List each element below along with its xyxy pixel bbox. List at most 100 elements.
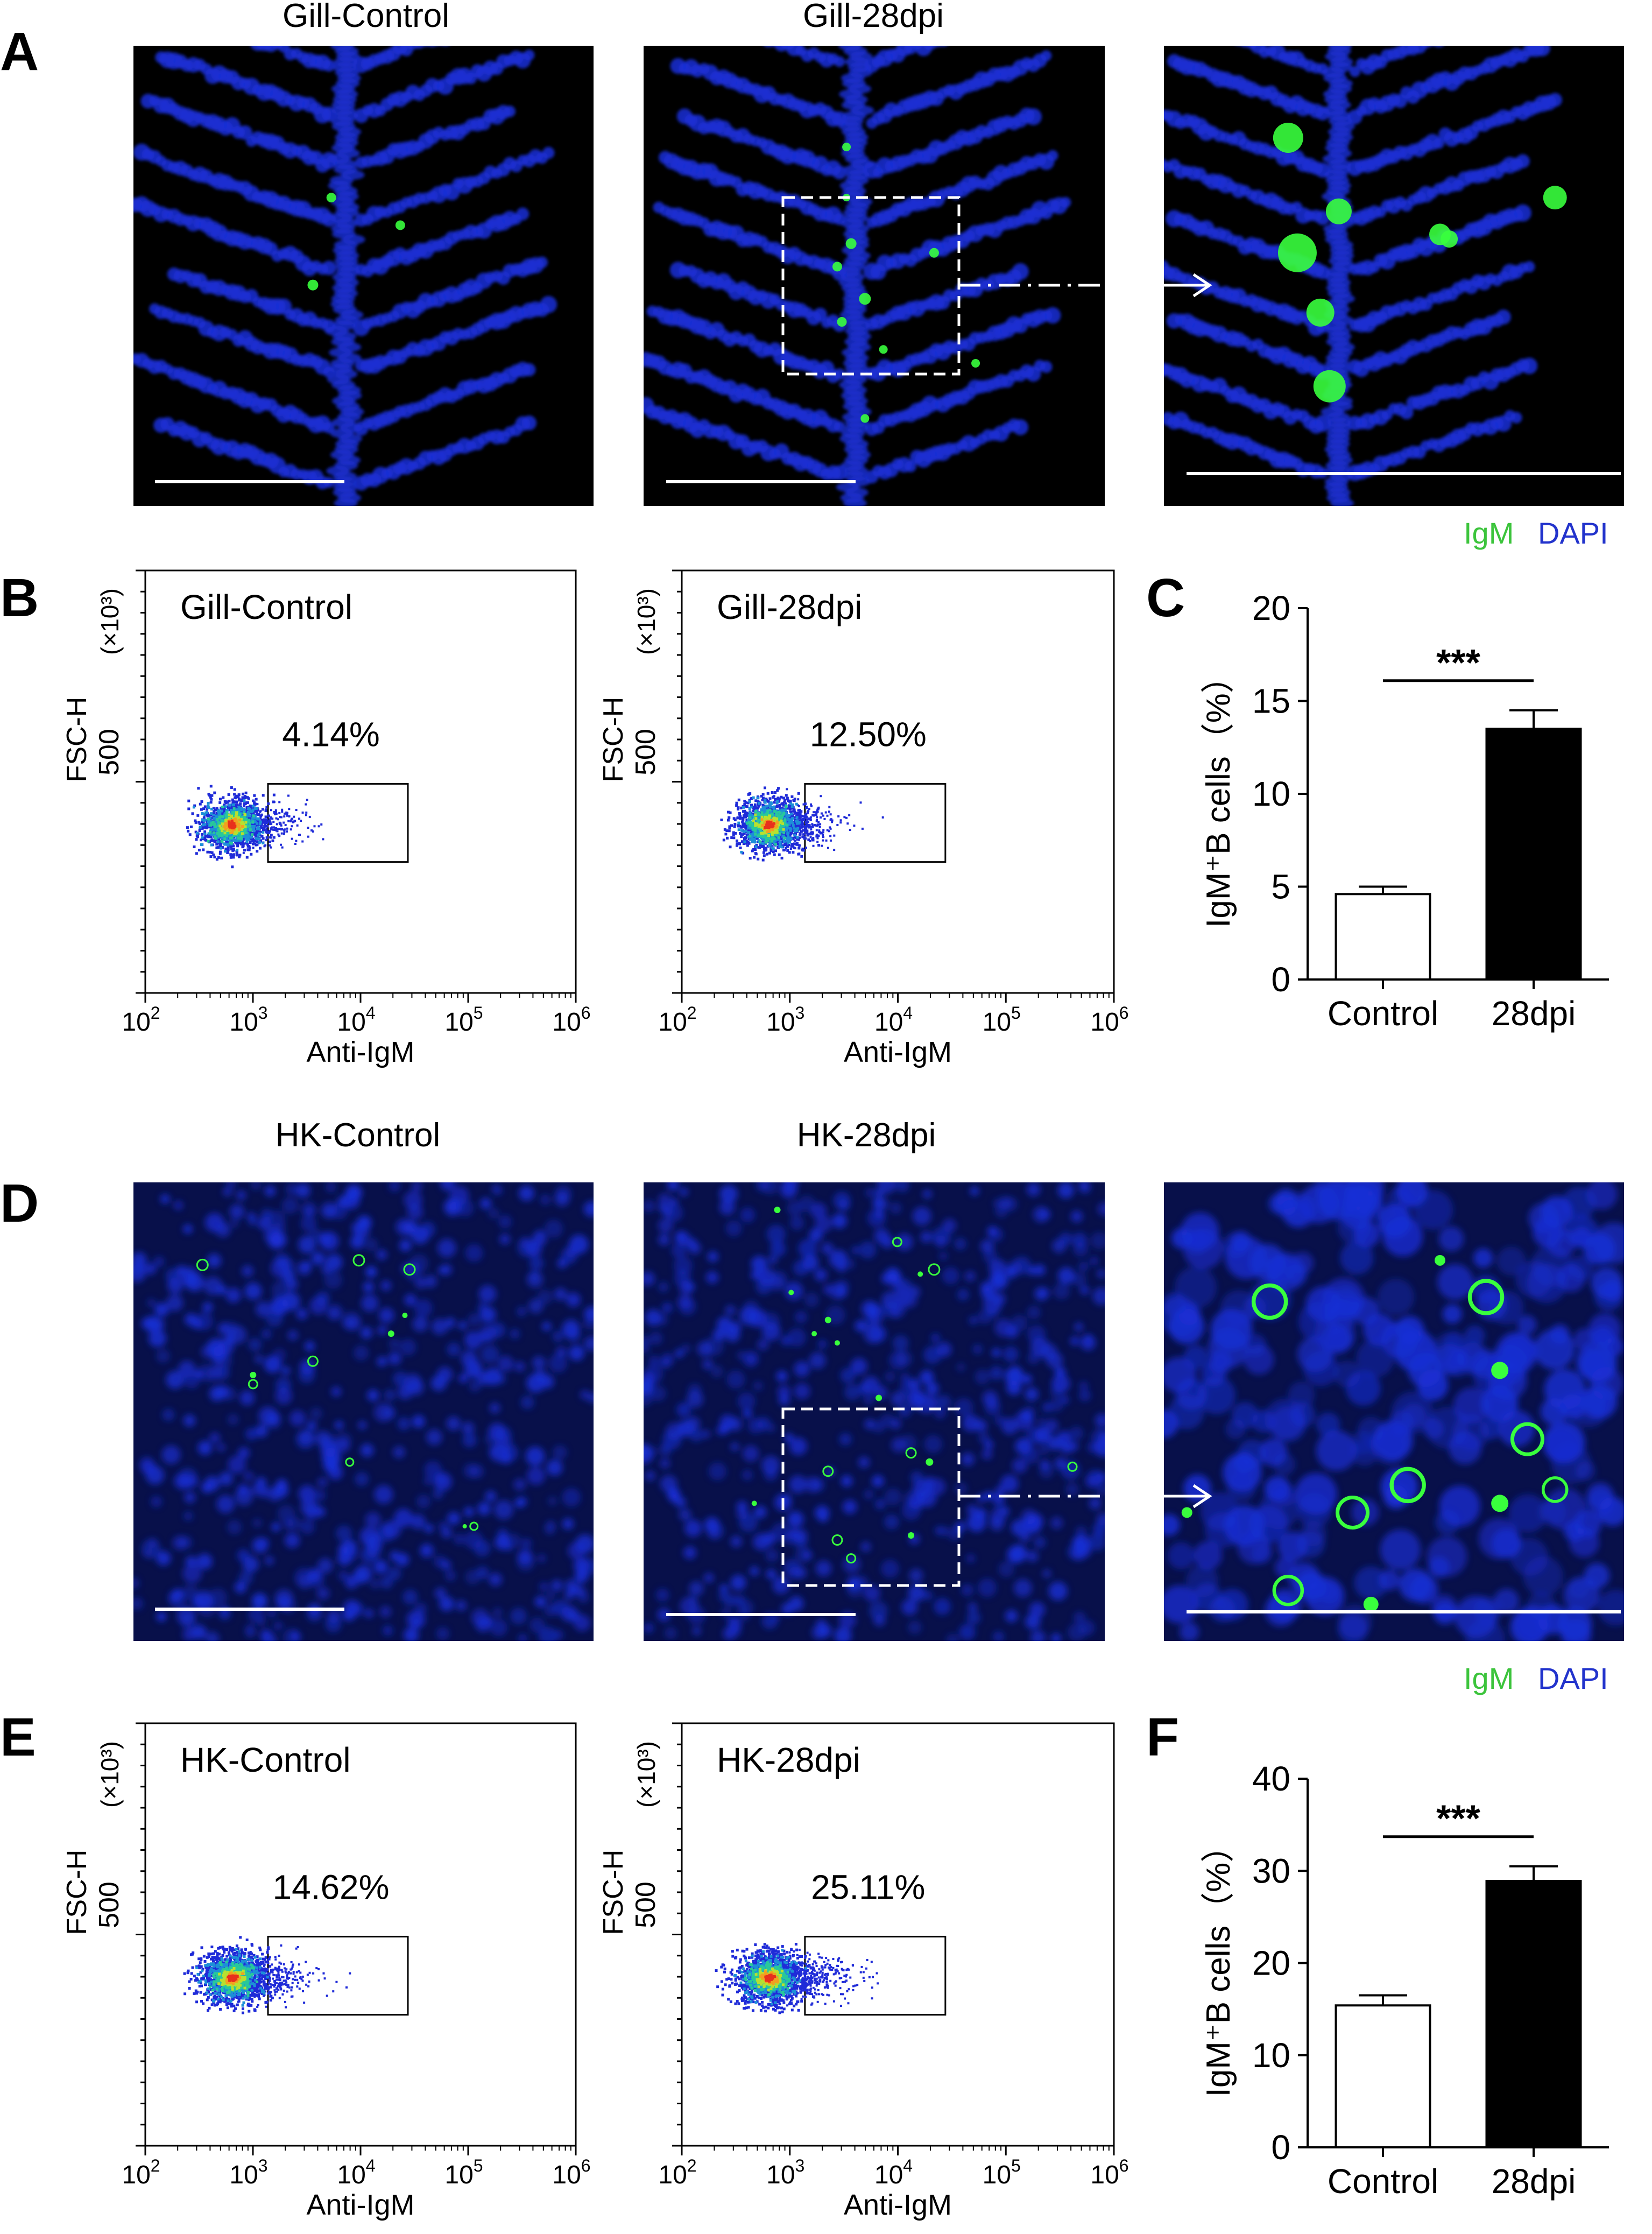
igm-positive-cell	[917, 1271, 923, 1277]
image-content	[1164, 1182, 1624, 1641]
igm-positive-cell	[859, 293, 871, 305]
panel-letter-e: E	[0, 1707, 36, 1767]
igm-positive-cell	[751, 1500, 757, 1506]
igm-positive-cell	[1277, 233, 1317, 272]
igm-positive-cell	[387, 1330, 394, 1337]
flow-plot-hk-control: 102 103 104 105 106 Anti-IgM FSC-H 500 (×10³) HK-…	[61, 1722, 591, 2221]
x-tick-label: 105	[444, 1003, 483, 1037]
x-axis-label: Anti-IgM	[306, 1036, 414, 1068]
arrow-icon	[1192, 1484, 1212, 1509]
igm-positive-cell	[352, 1254, 365, 1267]
plot-label: HK-Control	[180, 1740, 351, 1779]
igm-positive-cell	[926, 1458, 934, 1466]
x-tick-label: 103	[766, 2156, 804, 2189]
igm-positive-cell	[1273, 123, 1303, 153]
bar	[1485, 728, 1582, 981]
zoom-indicator-d	[781, 1407, 1212, 1587]
igm-positive-cell	[307, 279, 319, 291]
igm-positive-cell	[326, 193, 336, 203]
panel-background	[1164, 46, 1624, 506]
igm-positive-cell	[1542, 1476, 1569, 1503]
igm-positive-cell	[822, 1465, 834, 1477]
igm-positive-cell	[1467, 1279, 1505, 1315]
micrograph-hk-28dpi-zoom	[1164, 1182, 1624, 1641]
x-tick-label: 105	[983, 2156, 1021, 2189]
igm-positive-cell	[846, 1553, 857, 1564]
panel-letter-b: B	[0, 568, 39, 628]
title-gill-control: Gill-Control	[283, 0, 449, 34]
plot-frame	[681, 1722, 1115, 2147]
x-tick-label: 105	[983, 1003, 1021, 1037]
igm-positive-cell	[832, 262, 842, 272]
y-axis-unit: (×10³)	[632, 588, 660, 655]
x-tick-label: 103	[229, 1003, 267, 1037]
x-tick-label: 106	[1090, 2156, 1128, 2189]
y-axis-label: FSC-H	[61, 697, 93, 783]
igm-positive-cell	[1510, 1422, 1544, 1456]
y-tick-label: 0	[1271, 960, 1290, 999]
gate-percent: 25.11%	[811, 1867, 925, 1906]
x-tick-label: 28dpi	[1492, 994, 1576, 1033]
x-tick-label: 103	[766, 1003, 804, 1037]
x-tick-label: 102	[122, 2156, 160, 2189]
plot-label: Gill-28dpi	[717, 588, 862, 626]
igm-positive-cell	[1363, 1596, 1379, 1612]
flow-plot-gill-28dpi: 102 103 104 105 106 Anti-IgM FSC-H 500 (×10³) Gil…	[598, 569, 1129, 1068]
igm-positive-cell	[196, 1258, 209, 1271]
y-tick-label: 40	[1252, 1759, 1290, 1798]
dapi-tissue	[133, 46, 557, 506]
legend-igm: IgM	[1464, 516, 1514, 550]
igm-positive-cell	[345, 1457, 355, 1467]
title-hk-28dpi: HK-28dpi	[797, 1117, 936, 1154]
stain-legend-d: IgM DAPI	[1464, 1661, 1608, 1695]
igm-positive-cell	[971, 358, 980, 368]
y-tick-label: 0	[1271, 2128, 1290, 2167]
y-tick-label: 5	[1271, 868, 1290, 906]
y-tick-label: 500	[94, 729, 125, 776]
igm-positive-cell	[831, 1534, 843, 1546]
gate-percent: 12.50%	[810, 715, 927, 753]
y-axis-label: FSC-H	[598, 1850, 629, 1935]
bar	[1485, 1880, 1582, 2148]
y-axis-unit: (×10³)	[632, 1741, 660, 1808]
micrograph-gill-28dpi-zoom	[1164, 46, 1624, 506]
igm-positive-cell	[1067, 1461, 1078, 1472]
event-dots	[183, 1936, 351, 2014]
title-gill-28dpi: Gill-28dpi	[803, 0, 944, 34]
igm-positive-cell	[1325, 198, 1352, 224]
dapi-tissue	[644, 1182, 1105, 1641]
igm-positive-cell	[811, 1331, 817, 1337]
igm-positive-cell	[824, 1316, 831, 1323]
gate-percent: 14.62%	[272, 1867, 389, 1906]
igm-positive-cell	[1435, 1255, 1445, 1266]
micrograph-hk-28dpi	[644, 1182, 1105, 1641]
igm-positive-cell	[1272, 1575, 1304, 1606]
x-axis-label: Anti-IgM	[306, 2189, 414, 2221]
plot-label: Gill-Control	[180, 588, 352, 626]
igm-positive-cell	[469, 1521, 479, 1531]
y-axis-unit: (×10³)	[96, 588, 124, 655]
panel-letter-d: D	[0, 1173, 39, 1234]
igm-positive-cell	[892, 1237, 902, 1248]
micrograph-hk-control	[133, 1182, 594, 1641]
x-tick-label: 102	[658, 1003, 696, 1037]
igm-positive-cell	[879, 345, 888, 354]
igm-positive-cell	[842, 143, 851, 152]
igm-positive-cell	[788, 1289, 794, 1295]
igm-positive-cell	[876, 1394, 883, 1401]
y-tick-label: 500	[630, 1881, 661, 1928]
y-tick-label: 30	[1252, 1851, 1290, 1890]
x-tick-label: 104	[874, 1003, 913, 1037]
x-tick-label: 104	[337, 2156, 375, 2189]
title-hk-control: HK-Control	[276, 1117, 441, 1154]
micrograph-gill-control	[133, 46, 594, 506]
y-tick-label: 20	[1252, 1944, 1290, 1983]
igm-positive-cell	[403, 1263, 416, 1276]
y-tick-label: 15	[1252, 682, 1290, 721]
igm-positive-cell	[834, 1340, 840, 1346]
igm-positive-cell	[1251, 1283, 1288, 1320]
igm-positive-cell	[1313, 370, 1346, 403]
igm-positive-cell	[1306, 298, 1335, 327]
arrow-icon	[1192, 273, 1212, 298]
panel-letter-f: F	[1146, 1707, 1179, 1767]
